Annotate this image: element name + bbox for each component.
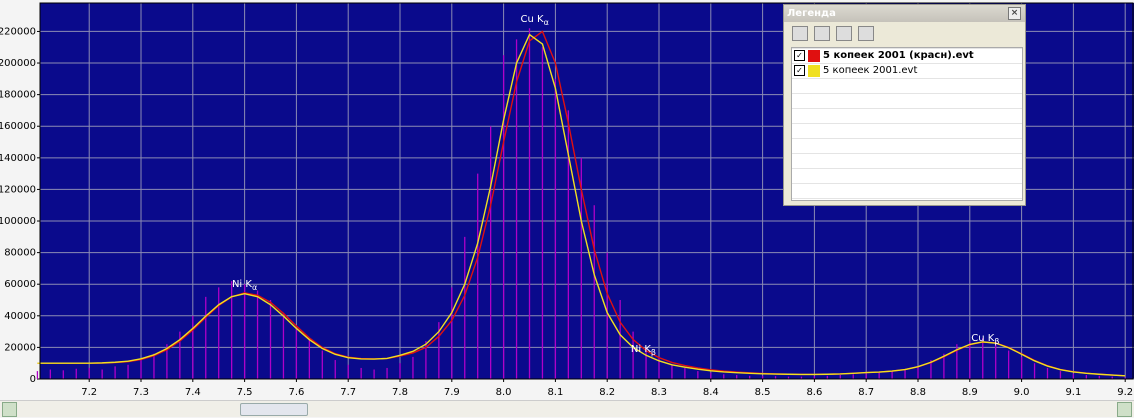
legend-entry[interactable]: ✓ 5 копеек 2001 (красн).evt bbox=[792, 48, 1022, 63]
x-tick-label: 8.7 bbox=[858, 387, 874, 398]
x-tick-label: 7.8 bbox=[392, 387, 408, 398]
x-tick-label: 7.2 bbox=[81, 387, 97, 398]
props-button[interactable] bbox=[858, 25, 874, 41]
y-tick-label: 180000 bbox=[0, 90, 36, 101]
legend-label: 5 копеек 2001.evt bbox=[823, 65, 918, 76]
peak-label-sub: β bbox=[651, 347, 656, 356]
peak-label-text: Cu K bbox=[521, 14, 544, 25]
y-tick-label: 0 bbox=[30, 374, 36, 385]
legend-title-text: Легенда bbox=[787, 8, 836, 19]
x-tick-label: 7.3 bbox=[133, 387, 149, 398]
y-tick-label: 40000 bbox=[4, 311, 36, 322]
y-tick-label: 100000 bbox=[0, 216, 36, 227]
calc-button[interactable] bbox=[836, 25, 852, 41]
x-tick-label: 7.9 bbox=[444, 387, 460, 398]
legend-swatch bbox=[808, 64, 820, 77]
legend-label: 5 копеек 2001 (красн).evt bbox=[823, 50, 974, 61]
x-tick-label: 8.5 bbox=[755, 387, 771, 398]
legend-entry[interactable]: ✓ 5 копеек 2001.evt bbox=[792, 63, 1022, 78]
x-tick-label: 7.6 bbox=[288, 387, 304, 398]
y-tick-label: 140000 bbox=[0, 153, 36, 164]
x-tick-label: 7.4 bbox=[185, 387, 201, 398]
legend-list: ✓ 5 копеек 2001 (красн).evt ✓ 5 копеек 2001… bbox=[791, 47, 1023, 201]
y-tick-label: 160000 bbox=[0, 121, 36, 132]
x-tick-label: 7.7 bbox=[340, 387, 356, 398]
x-tick-label: 8.0 bbox=[496, 387, 512, 398]
scroll-right[interactable] bbox=[1117, 402, 1132, 417]
x-tick-label: 9.1 bbox=[1065, 387, 1081, 398]
peak-label: Ni Kα bbox=[232, 279, 257, 292]
x-tick-label: 8.1 bbox=[547, 387, 563, 398]
scroll-left[interactable] bbox=[2, 402, 17, 417]
peak-label-text: Ni K bbox=[232, 279, 252, 290]
x-tick-label: 9.0 bbox=[1014, 387, 1030, 398]
x-tick-label: 8.4 bbox=[703, 387, 719, 398]
toolbar bbox=[784, 22, 1025, 44]
peak-label: Ni Kβ bbox=[631, 344, 656, 357]
scrollbar[interactable] bbox=[0, 400, 1134, 417]
x-tick-label: 8.9 bbox=[962, 387, 978, 398]
legend-title: Легенда × bbox=[784, 5, 1025, 22]
legend-window: Легенда × ✓ 5 копеек 2001 (красн).evt ✓ 5 ко… bbox=[783, 4, 1026, 206]
x-tick-label: 7.5 bbox=[237, 387, 253, 398]
scroll-thumb[interactable] bbox=[240, 403, 308, 416]
close-button[interactable]: × bbox=[1008, 7, 1021, 20]
legend-checkbox[interactable]: ✓ bbox=[794, 65, 805, 76]
open-button[interactable] bbox=[792, 25, 808, 41]
y-tick-label: 200000 bbox=[0, 58, 36, 69]
peak-label-sub: β bbox=[994, 336, 999, 345]
peak-label-sub: α bbox=[544, 17, 549, 26]
y-tick-label: 20000 bbox=[4, 342, 36, 353]
x-tick-label: 8.2 bbox=[599, 387, 615, 398]
spectrum-line bbox=[37, 33, 1126, 377]
x-tick-label: 8.3 bbox=[651, 387, 667, 398]
x-tick-label: 8.8 bbox=[910, 387, 926, 398]
peak-label-text: Ni K bbox=[631, 344, 651, 355]
plot-border bbox=[39, 2, 1134, 380]
peak-label-sub: α bbox=[252, 283, 257, 292]
peak-label: Cu Kα bbox=[521, 14, 549, 27]
legend-swatch bbox=[808, 49, 820, 62]
y-tick-label: 80000 bbox=[4, 248, 36, 259]
y-tick-label: 60000 bbox=[4, 279, 36, 290]
y-tick-label: 220000 bbox=[0, 26, 36, 37]
peak-label-text: Cu K bbox=[971, 333, 994, 344]
peak-label: Cu Kβ bbox=[971, 333, 999, 346]
x-tick-label: 8.6 bbox=[806, 387, 822, 398]
x-tick-label: 9.2 bbox=[1117, 387, 1133, 398]
delete-button[interactable] bbox=[814, 25, 830, 41]
legend-checkbox[interactable]: ✓ bbox=[794, 50, 805, 61]
y-tick-label: 120000 bbox=[0, 184, 36, 195]
